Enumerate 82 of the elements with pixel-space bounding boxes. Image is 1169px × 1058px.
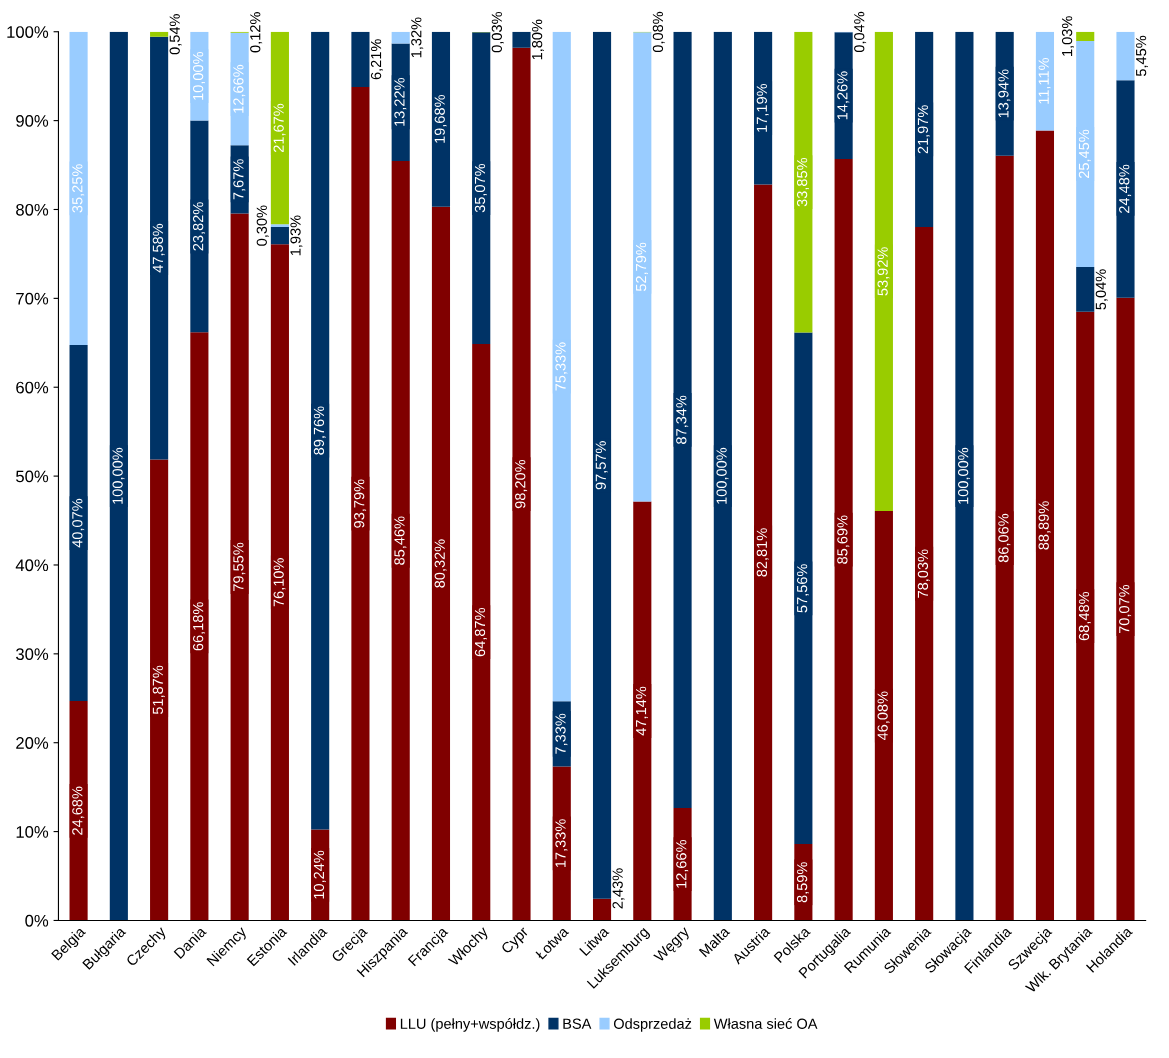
- data-label: 57,56%: [796, 564, 809, 613]
- y-tick-label: 70%: [16, 292, 49, 305]
- y-tick-label: 40%: [15, 559, 49, 572]
- data-label: 79,55%: [233, 542, 246, 591]
- data-label: 11,11%: [1038, 57, 1051, 104]
- data-label: 1,32%: [411, 17, 424, 58]
- data-label: 53,92%: [877, 247, 890, 296]
- data-label: 17,33%: [555, 819, 568, 868]
- data-label: 23,82%: [192, 202, 206, 251]
- legend-label: LLU (pełny+współdz.): [400, 1018, 540, 1032]
- legend-label: BSA: [563, 1018, 592, 1029]
- data-label: 0,54%: [169, 14, 182, 55]
- data-label: 86,06%: [998, 513, 1011, 563]
- data-label: 40,07%: [72, 498, 85, 548]
- data-label: 47,58%: [152, 223, 165, 273]
- data-label: 19,68%: [434, 94, 447, 143]
- y-tick-label: 10%: [16, 825, 49, 838]
- data-label: 17,19%: [756, 83, 769, 132]
- y-tick-label: 100%: [7, 26, 49, 38]
- data-label: 66,18%: [192, 602, 206, 651]
- data-label: 13,22%: [394, 78, 407, 126]
- data-label: 25,45%: [1078, 129, 1091, 178]
- data-label: 0,30%: [256, 205, 269, 246]
- data-label: 10,24%: [313, 850, 326, 899]
- data-label: 93,79%: [354, 479, 367, 528]
- data-label: 70,07%: [1119, 584, 1132, 634]
- data-label: 98,20%: [515, 459, 528, 509]
- data-label: 2,43%: [612, 868, 625, 909]
- data-label: 35,25%: [72, 164, 85, 213]
- y-tick-label: 30%: [16, 648, 49, 661]
- data-label: 52,79%: [635, 242, 648, 292]
- y-tick-label: 0%: [25, 914, 49, 927]
- data-label: 64,87%: [474, 607, 487, 657]
- data-label: 7,67%: [233, 159, 246, 200]
- data-label: 24,68%: [72, 786, 85, 835]
- data-label: 85,46%: [394, 516, 407, 565]
- data-label: 6,21%: [370, 39, 383, 80]
- data-label: 68,48%: [1078, 591, 1091, 641]
- data-label: 35,07%: [474, 163, 487, 213]
- data-label: 13,94%: [998, 69, 1011, 118]
- data-label: 47,14%: [635, 686, 648, 736]
- data-label: 78,03%: [917, 549, 930, 598]
- data-label: 0,04%: [854, 11, 867, 53]
- data-label: 5,04%: [1095, 269, 1108, 310]
- data-label: 10,00%: [192, 51, 206, 100]
- data-label: 8,59%: [796, 862, 809, 903]
- data-label: 85,69%: [837, 515, 850, 564]
- data-label: 100,00%: [112, 447, 125, 504]
- y-tick-label: 60%: [16, 381, 49, 394]
- data-label: 100,00%: [958, 447, 971, 504]
- data-label: 12,66%: [233, 64, 246, 113]
- y-tick-label: 20%: [16, 737, 49, 749]
- y-tick-label: 80%: [16, 203, 49, 216]
- legend-label: Odsprzedaż: [613, 1018, 692, 1032]
- y-tick-label: 90%: [16, 115, 49, 127]
- data-label: 82,81%: [756, 528, 769, 577]
- data-label: 46,08%: [877, 691, 890, 741]
- data-label: 1,80%: [531, 19, 544, 60]
- data-label: 0,12%: [250, 12, 263, 53]
- data-label: 12,66%: [676, 839, 689, 888]
- data-label: 88,89%: [1038, 501, 1051, 550]
- data-label: 76,10%: [273, 558, 286, 607]
- data-label: 21,67%: [273, 103, 286, 153]
- data-label: 1,93%: [290, 215, 303, 256]
- data-label: 1,03%: [1061, 16, 1074, 56]
- data-label: 89,76%: [313, 406, 326, 455]
- data-label: 0,03%: [491, 11, 504, 53]
- data-label: 75,33%: [555, 342, 568, 391]
- data-label: 97,57%: [595, 441, 608, 490]
- data-label: 14,26%: [837, 71, 850, 120]
- data-label: 33,85%: [796, 157, 809, 207]
- data-label: 0,08%: [652, 11, 665, 53]
- data-label: 80,32%: [434, 539, 447, 588]
- y-tick-label: 50%: [16, 470, 49, 483]
- data-label: 51,87%: [152, 665, 165, 715]
- data-label: 7,33%: [555, 713, 568, 754]
- data-label: 5,45%: [1136, 35, 1148, 77]
- data-label: 21,97%: [917, 105, 930, 154]
- data-label: 87,34%: [676, 395, 689, 444]
- legend-label: Własna sieć OA: [713, 1018, 818, 1029]
- data-label: 24,48%: [1119, 164, 1132, 213]
- data-label: 100,00%: [716, 447, 729, 504]
